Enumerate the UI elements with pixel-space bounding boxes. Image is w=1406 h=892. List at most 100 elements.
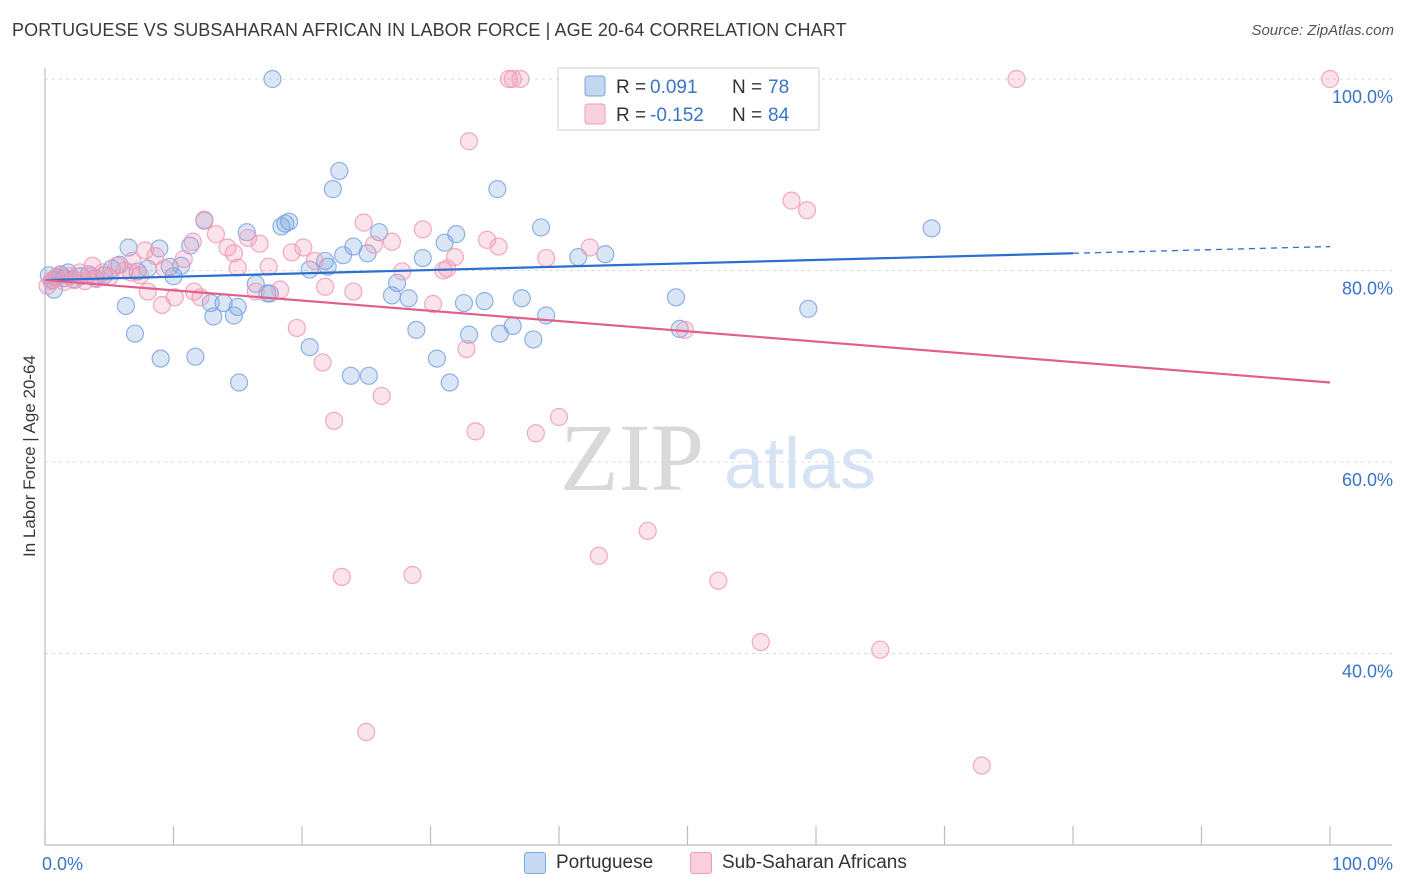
point-subsaharan [238, 228, 258, 248]
point-subsaharan [549, 407, 569, 427]
legend-n-label: N = [732, 105, 762, 126]
point-portuguese [359, 366, 378, 385]
chart-source: Source: ZipAtlas.com [1251, 22, 1394, 39]
point-subsaharan [344, 282, 363, 301]
point-subsaharan [183, 232, 202, 251]
legend-item-portuguese: Portuguese [524, 852, 653, 874]
point-portuguese [151, 349, 170, 368]
point-portuguese [330, 161, 349, 181]
point-portuguese [407, 320, 426, 339]
y-tick-label: 60.0% [1342, 470, 1393, 490]
point-subsaharan [354, 213, 373, 232]
point-portuguese [125, 324, 145, 343]
watermark-atlas: atlas [724, 424, 876, 504]
point-portuguese [503, 316, 522, 336]
point-subsaharan [589, 546, 608, 565]
point-subsaharan [489, 237, 508, 256]
point-subsaharan [282, 243, 301, 262]
point-subsaharan [466, 422, 485, 441]
point-subsaharan [313, 353, 332, 372]
point-subsaharan [871, 640, 890, 659]
trend-subsaharan [44, 278, 1331, 384]
point-subsaharan [357, 722, 376, 742]
tick-labels: 100.0% 80.0% 60.0% 40.0% 0.0% 100.0% [42, 87, 1393, 874]
point-subsaharan [174, 249, 193, 269]
point-subsaharan [972, 756, 991, 775]
watermark: ZIP atlas [560, 404, 876, 511]
point-portuguese [186, 347, 205, 366]
point-subsaharan [782, 191, 801, 210]
point-portuguese [323, 180, 342, 199]
point-subsaharan [155, 259, 174, 278]
point-subsaharan [206, 225, 226, 244]
point-portuguese [427, 349, 447, 368]
point-subsaharan [457, 339, 476, 359]
point-portuguese [454, 293, 474, 313]
point-subsaharan [271, 280, 290, 299]
watermark-zip: ZIP [560, 404, 704, 511]
point-subsaharan [1007, 69, 1026, 89]
legend-swatch-subsaharan [690, 852, 712, 874]
point-subsaharan [83, 256, 102, 275]
point-subsaharan [638, 521, 657, 541]
trend-lines [44, 245, 1331, 384]
point-portuguese [300, 338, 319, 357]
legend-swatch-portuguese-top [584, 75, 606, 97]
point-portuguese [435, 233, 454, 252]
point-portuguese [488, 180, 507, 199]
point-subsaharan [195, 210, 214, 229]
point-subsaharan [537, 248, 556, 268]
point-subsaharan [423, 294, 443, 314]
point-subsaharan [372, 386, 391, 406]
point-subsaharan [259, 257, 278, 276]
point-portuguese [413, 248, 432, 268]
legend-r-value: -0.152 [650, 105, 704, 126]
point-portuguese [228, 297, 247, 316]
point-portuguese [263, 69, 282, 89]
point-portuguese [334, 246, 353, 265]
legend-r-label: R = [616, 105, 646, 126]
legend-swatch-subsaharan-top [584, 103, 606, 125]
point-portuguese [531, 218, 551, 237]
point-portuguese [799, 299, 818, 318]
legend-r-label: R = [616, 77, 646, 98]
point-subsaharan [511, 69, 530, 89]
y-tick-label: 40.0% [1342, 662, 1393, 682]
legend-top: R = 0.091 N = 78 R = -0.152 N = 84 [557, 67, 820, 131]
point-subsaharan [1320, 69, 1340, 89]
point-portuguese [341, 366, 360, 385]
point-portuguese [596, 245, 615, 264]
point-subsaharan [146, 247, 165, 266]
point-subsaharan [503, 69, 522, 89]
point-subsaharan [580, 238, 599, 257]
point-subsaharan [332, 567, 351, 587]
point-subsaharan [751, 632, 770, 652]
point-subsaharan [224, 244, 243, 263]
legend-item-subsaharan: Sub-Saharan Africans [690, 852, 907, 874]
legend-swatch-portuguese [524, 852, 546, 874]
point-subsaharan [364, 235, 384, 254]
point-portuguese [204, 307, 223, 326]
point-subsaharan [287, 318, 306, 338]
y-tick-label: 80.0% [1342, 279, 1393, 299]
point-subsaharan [305, 251, 324, 271]
point-subsaharan [403, 565, 422, 585]
point-portuguese [399, 289, 418, 308]
gridlines [45, 78, 1392, 654]
legend-r-value: 0.091 [650, 77, 698, 98]
point-portuguese [276, 214, 295, 233]
point-portuguese [440, 373, 459, 392]
point-subsaharan [250, 234, 269, 253]
point-subsaharan [526, 424, 545, 443]
trend-portuguese [44, 252, 1074, 282]
point-portuguese [666, 288, 686, 307]
point-portuguese [922, 219, 941, 238]
point-subsaharan [477, 230, 497, 249]
point-portuguese [387, 273, 407, 293]
point-portuguese [524, 330, 543, 349]
point-portuguese [201, 293, 220, 313]
point-portuguese [512, 289, 531, 308]
point-subsaharan [325, 411, 344, 430]
point-subsaharan [136, 241, 155, 260]
point-subsaharan [459, 132, 479, 151]
